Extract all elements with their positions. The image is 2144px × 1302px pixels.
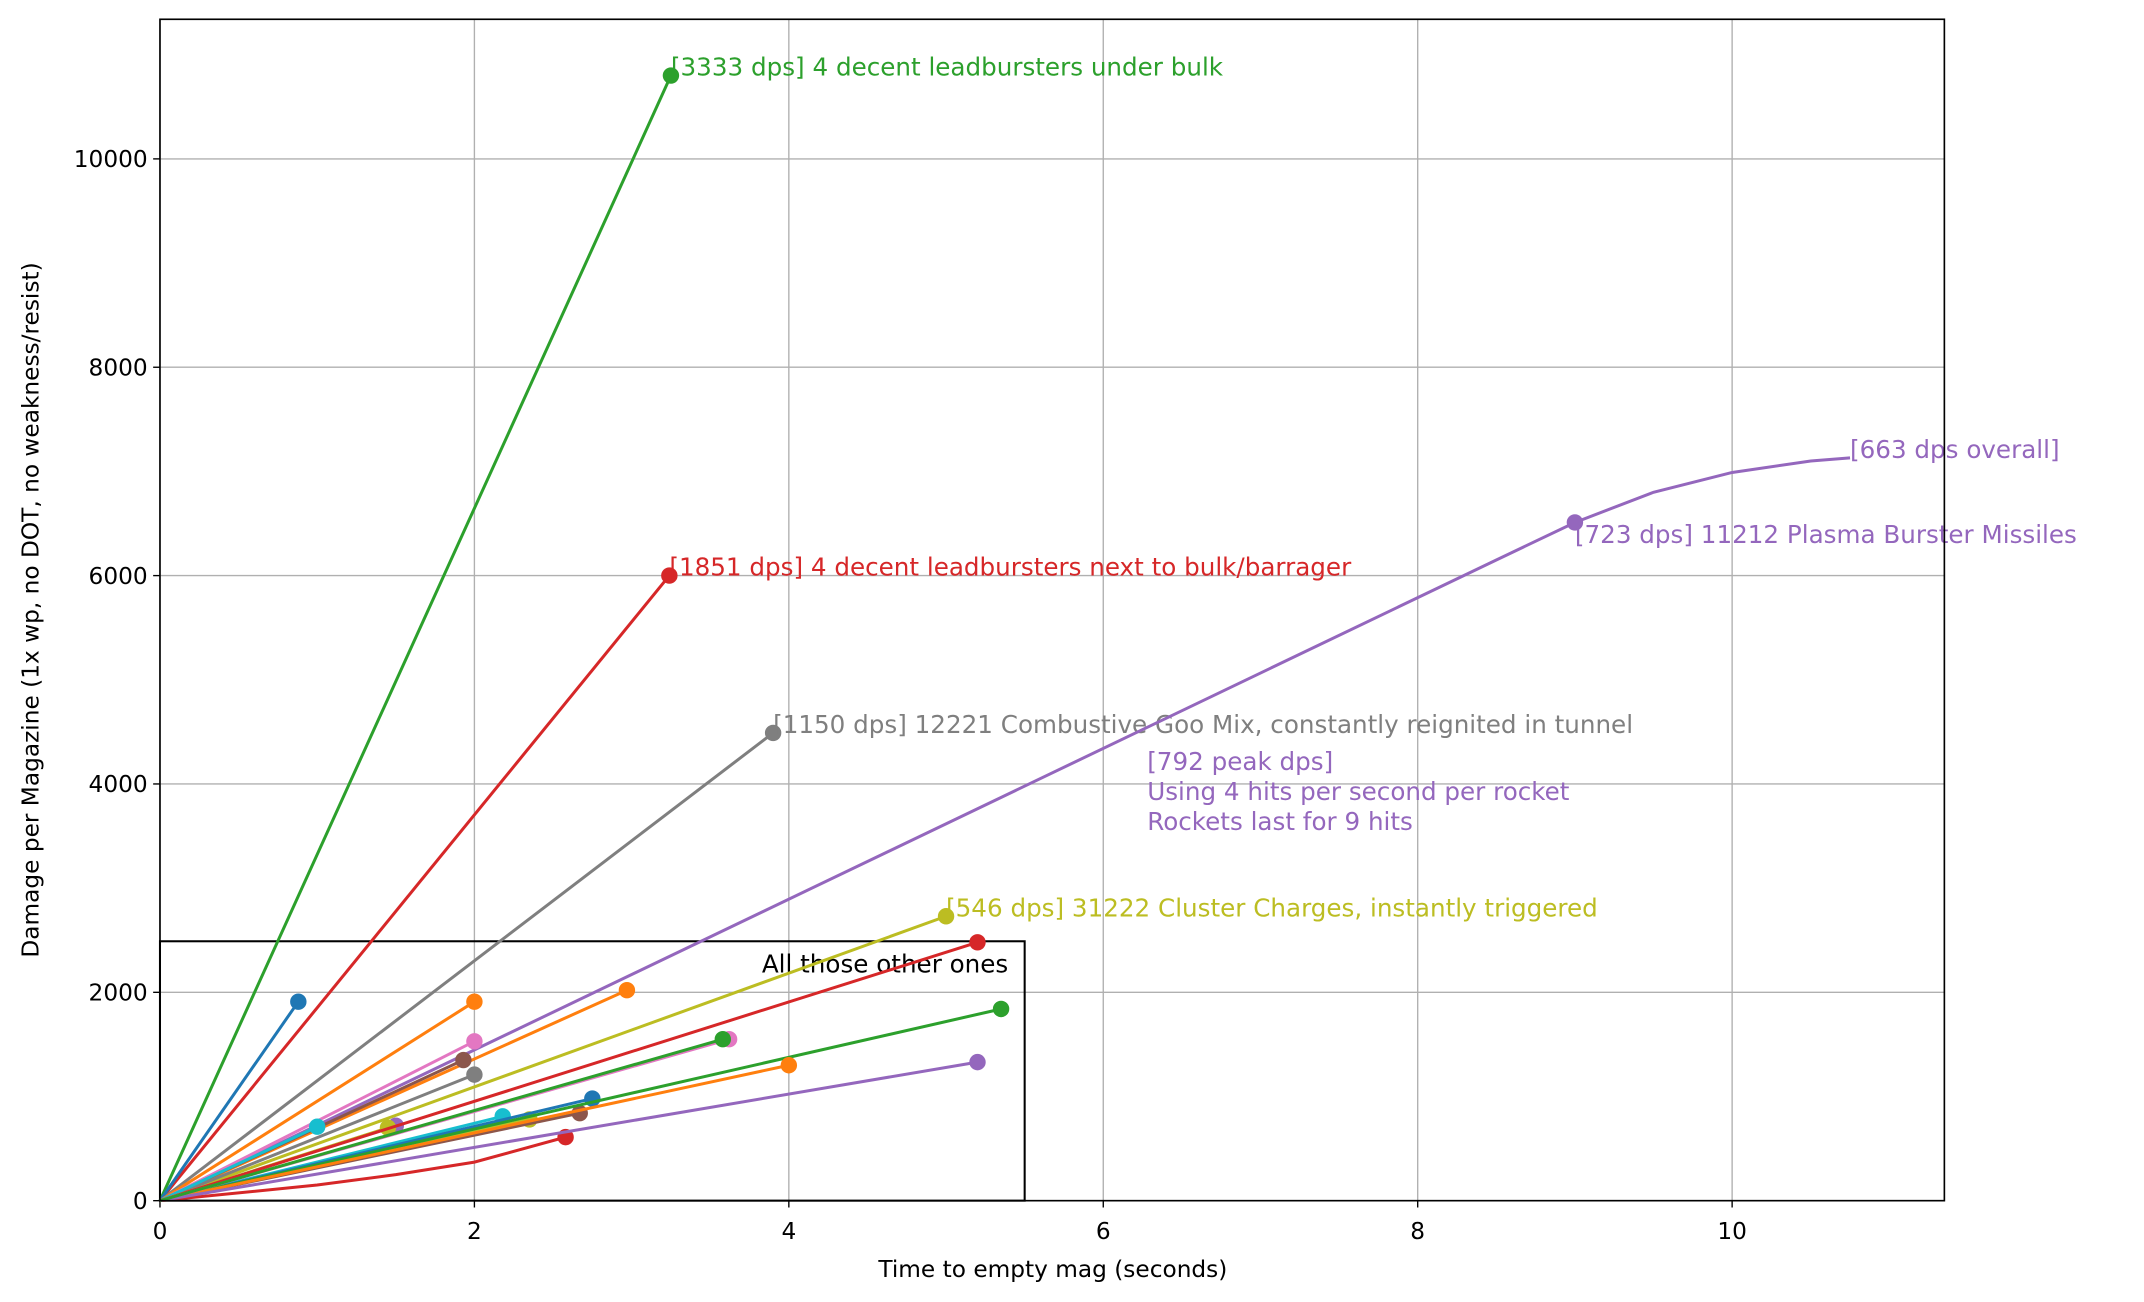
marker [290,993,307,1010]
series-line [158,1000,300,1202]
annotation: [792 peak dps] [1147,747,1333,776]
y-tick-label: 0 [133,1188,148,1215]
series-line [159,1007,1002,1203]
marker [969,934,986,951]
marker [661,567,678,584]
marker [969,1053,986,1071]
series-label: [3333 dps] 4 decent leadbursters under b… [671,53,1224,82]
series-label: [546 dps] 31222 Cluster Charges, instant… [946,893,1598,922]
series-label: [723 dps] 11212 Plasma Burster Missiles [1575,520,2077,549]
series-line [159,914,947,1203]
marker [466,993,483,1010]
box-label: All those other ones [762,950,1008,979]
series-line [159,1060,978,1203]
marker [764,724,782,742]
series-label: [1150 dps] 12221 Combustive Goo Mix, con… [773,710,1633,739]
annotation: Using 4 hits per second per rocket [1147,777,1570,806]
marker [466,1066,483,1083]
series-line [159,1125,318,1203]
marker [937,908,955,925]
x-tick-label: 0 [153,1218,168,1245]
y-tick-label: 8000 [89,354,148,381]
y-tick-label: 4000 [89,771,148,798]
y-tick-label: 10000 [74,146,148,173]
series-line [159,1000,476,1202]
x-tick-label: 10 [1717,1218,1747,1245]
marker [618,982,636,999]
x-tick-label: 6 [1096,1218,1111,1245]
annotation: Rockets last for 9 hits [1147,807,1413,836]
series-line [158,574,671,1202]
marker [780,1057,798,1074]
marker [1566,514,1584,531]
marker [308,1118,326,1135]
x-tick-label: 8 [1410,1218,1425,1245]
series-line [159,456,1851,1203]
marker [662,67,680,84]
x-tick-label: 4 [781,1218,796,1245]
series-line [158,74,673,1202]
box [158,940,1026,1202]
series-line [159,1063,790,1203]
series-end-label: [663 dps overall] [1850,435,2060,464]
marker [466,1033,483,1050]
series-line [159,940,978,1203]
x-tick-label: 2 [467,1218,482,1245]
series-line [159,731,775,1202]
y-axis-label: Damage per Magazine (1x wp, no DOT, no w… [17,262,44,957]
series-line [159,1135,566,1203]
y-tick-label: 6000 [89,563,148,590]
series-line [159,1073,475,1203]
y-tick-label: 2000 [89,980,148,1007]
marker [714,1030,732,1048]
x-axis-label: Time to empty mag (seconds) [877,1256,1227,1283]
series-line [159,1037,724,1203]
marker [455,1051,472,1069]
marker [992,1000,1010,1018]
plot-frame [159,18,1946,1202]
series-label: [1851 dps] 4 decent leadbursters next to… [669,553,1352,582]
